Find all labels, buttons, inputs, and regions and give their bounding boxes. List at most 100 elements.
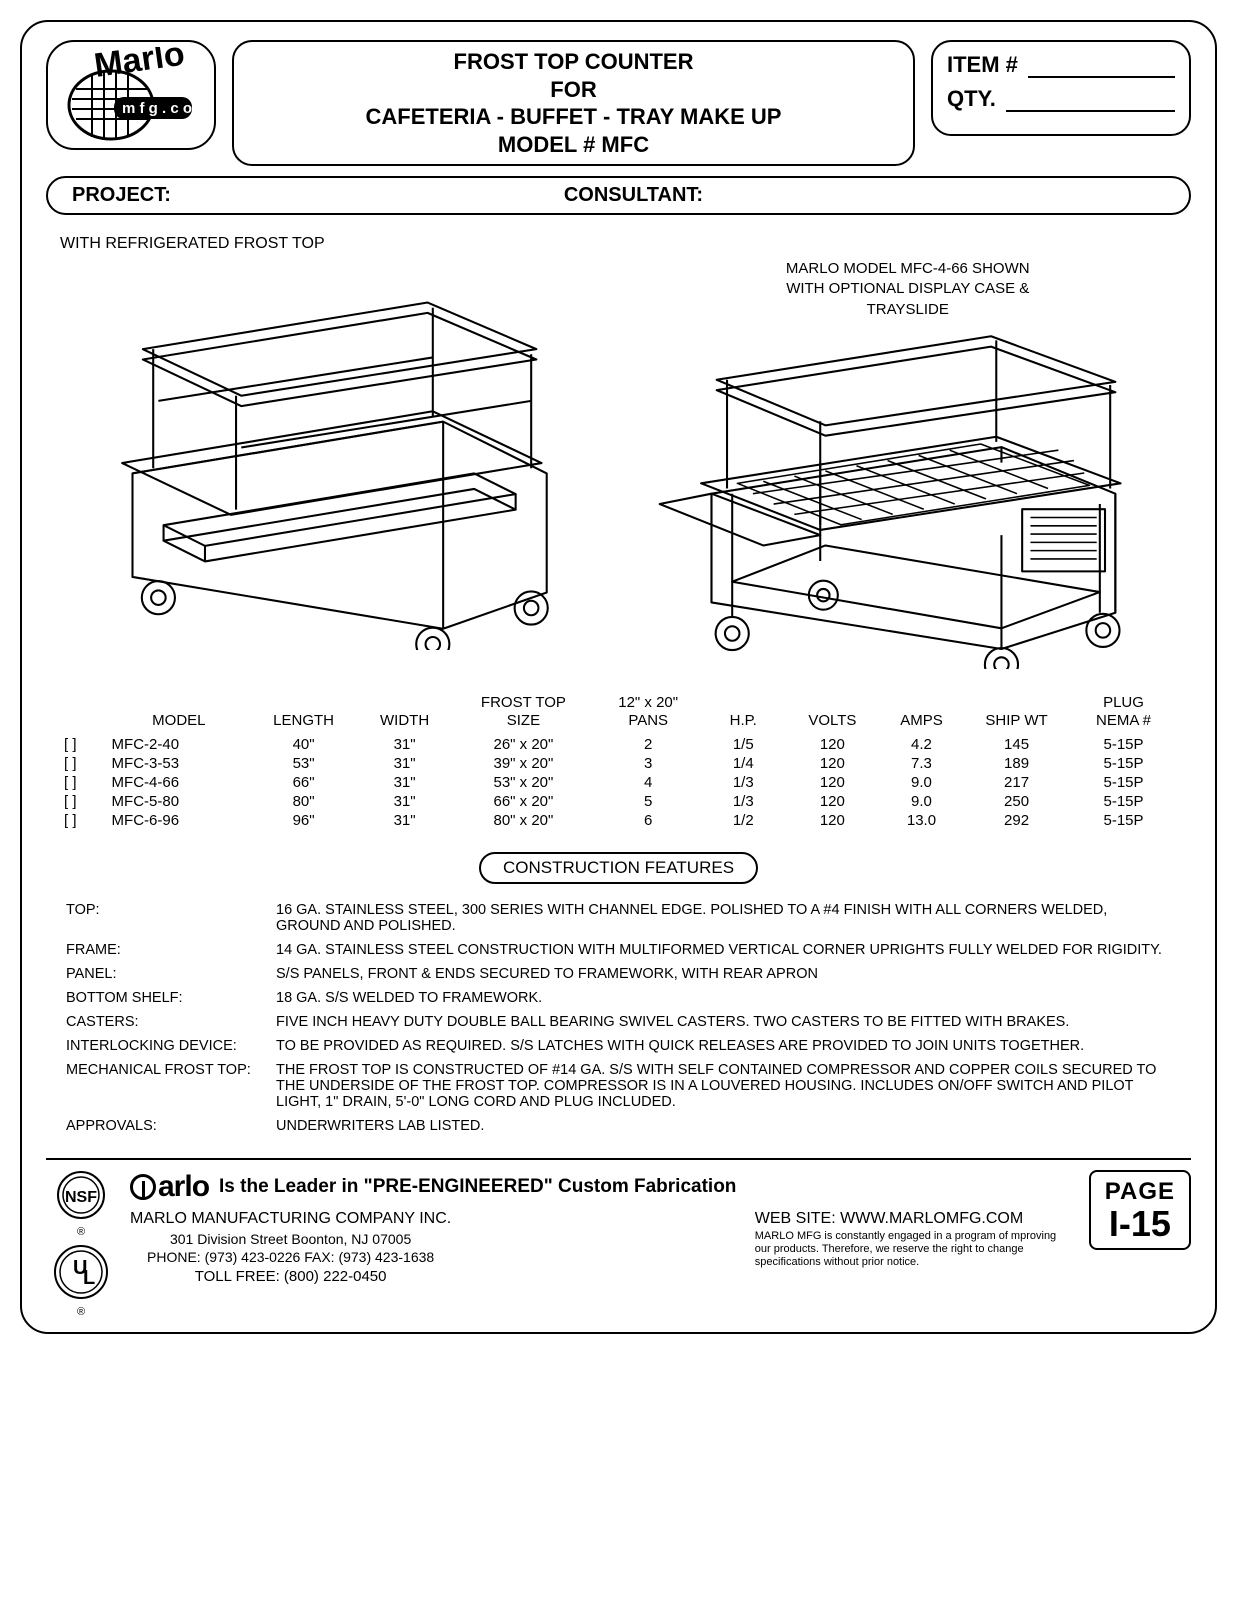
table-row: [ ]MFC-4-6666"31"53" x 20"41/31209.02175… — [60, 773, 1177, 792]
cell-amps: 4.2 — [880, 735, 963, 754]
cell-volts: 120 — [785, 811, 880, 830]
row-checkbox[interactable]: [ ] — [60, 754, 108, 773]
cell-model: MFC-4-66 — [108, 773, 251, 792]
qty-blank[interactable] — [1006, 88, 1175, 112]
spec-table: MODEL LENGTH WIDTH FROST TOP SIZE 12" x … — [60, 692, 1177, 830]
company-tollfree: TOLL FREE: (800) 222-0450 — [130, 1267, 451, 1287]
th-amps: AMPS — [880, 692, 963, 735]
cf-label: FRAME: — [60, 938, 270, 962]
cf-text: TO BE PROVIDED AS REQUIRED. S/S LATCHES … — [270, 1034, 1177, 1058]
cf-label: BOTTOM SHELF: — [60, 986, 270, 1010]
cf-row: APPROVALS:UNDERWRITERS LAB LISTED. — [60, 1114, 1177, 1138]
footer: NSF ® U L ® arlo Is the Leader in "PRE-E… — [46, 1158, 1191, 1318]
nsf-icon: NSF — [50, 1170, 112, 1220]
qty-label: QTY. — [947, 86, 996, 112]
construction-features-table: TOP:16 GA. STAINLESS STEEL, 300 SERIES W… — [60, 898, 1177, 1138]
cell-frost-top: 26" x 20" — [452, 735, 595, 754]
cf-text: S/S PANELS, FRONT & ENDS SECURED TO FRAM… — [270, 962, 1177, 986]
cell-amps: 7.3 — [880, 754, 963, 773]
cell-width: 31" — [357, 792, 452, 811]
company-website: WEB SITE: WWW.MARLOMFG.COM — [755, 1208, 1075, 1230]
cell-hp: 1/3 — [702, 792, 785, 811]
company-phone: PHONE: (973) 423-0226 FAX: (973) 423-163… — [130, 1248, 451, 1267]
title-line-3: CAFETERIA - BUFFET - TRAY MAKE UP — [248, 103, 899, 131]
cell-hp: 1/5 — [702, 735, 785, 754]
cell-length: 40" — [250, 735, 357, 754]
consultant-label: CONSULTANT: — [564, 184, 703, 207]
cell-frost-top: 80" x 20" — [452, 811, 595, 830]
cf-label: PANEL: — [60, 962, 270, 986]
subheading: WITH REFRIGERATED FROST TOP — [60, 235, 1177, 253]
cf-text: 16 GA. STAINLESS STEEL, 300 SERIES WITH … — [270, 898, 1177, 938]
cell-volts: 120 — [785, 773, 880, 792]
title-line-4: MODEL # MFC — [248, 131, 899, 159]
cf-text: 14 GA. STAINLESS STEEL CONSTRUCTION WITH… — [270, 938, 1177, 962]
cell-length: 66" — [250, 773, 357, 792]
row-checkbox[interactable]: [ ] — [60, 735, 108, 754]
cell-plug: 5-15P — [1070, 811, 1177, 830]
cell-model: MFC-6-96 — [108, 811, 251, 830]
cf-row: TOP:16 GA. STAINLESS STEEL, 300 SERIES W… — [60, 898, 1177, 938]
cell-shipwt: 189 — [963, 754, 1070, 773]
product-drawing-back — [639, 328, 1178, 670]
th-width: WIDTH — [357, 692, 452, 735]
cell-plug: 5-15P — [1070, 754, 1177, 773]
marlo-wordmark-icon: arlo — [130, 1170, 209, 1204]
th-frost-top: FROST TOP SIZE — [452, 692, 595, 735]
cell-pans: 3 — [595, 754, 702, 773]
title-line-2: FOR — [248, 76, 899, 104]
project-consultant-row: PROJECT: CONSULTANT: — [46, 176, 1191, 215]
cell-width: 31" — [357, 735, 452, 754]
cf-label: APPROVALS: — [60, 1114, 270, 1138]
marlo-logo-icon: Marlo m f g . c o . — [56, 47, 206, 143]
svg-text:m f g . c o .: m f g . c o . — [122, 100, 200, 117]
cf-row: INTERLOCKING DEVICE:TO BE PROVIDED AS RE… — [60, 1034, 1177, 1058]
cf-row: PANEL:S/S PANELS, FRONT & ENDS SECURED T… — [60, 962, 1177, 986]
row-checkbox[interactable]: [ ] — [60, 773, 108, 792]
table-row: [ ]MFC-6-9696"31"80" x 20"61/212013.0292… — [60, 811, 1177, 830]
product-drawing-front — [60, 287, 599, 649]
company-address: 301 Division Street Boonton, NJ 07005 — [130, 1230, 451, 1249]
cell-model: MFC-2-40 — [108, 735, 251, 754]
cell-hp: 1/4 — [702, 754, 785, 773]
construction-features-heading: CONSTRUCTION FEATURES — [479, 852, 758, 884]
cf-label: TOP: — [60, 898, 270, 938]
cell-pans: 4 — [595, 773, 702, 792]
cell-plug: 5-15P — [1070, 792, 1177, 811]
table-row: [ ]MFC-3-5353"31"39" x 20"31/41207.31895… — [60, 754, 1177, 773]
cell-amps: 13.0 — [880, 811, 963, 830]
cell-amps: 9.0 — [880, 792, 963, 811]
cell-amps: 9.0 — [880, 773, 963, 792]
page-number: I-15 — [1105, 1206, 1175, 1242]
cf-row: BOTTOM SHELF:18 GA. S/S WELDED TO FRAMEW… — [60, 986, 1177, 1010]
project-label: PROJECT: — [72, 184, 564, 207]
row-checkbox[interactable]: [ ] — [60, 792, 108, 811]
cf-label: MECHANICAL FROST TOP: — [60, 1058, 270, 1114]
figure-row: . — [60, 259, 1177, 674]
page-box: PAGE I-15 — [1089, 1170, 1191, 1250]
cell-plug: 5-15P — [1070, 773, 1177, 792]
cell-frost-top: 53" x 20" — [452, 773, 595, 792]
ul-reg: ® — [77, 1306, 85, 1318]
cell-volts: 120 — [785, 792, 880, 811]
cell-volts: 120 — [785, 754, 880, 773]
row-checkbox[interactable]: [ ] — [60, 811, 108, 830]
th-volts: VOLTS — [785, 692, 880, 735]
spec-sheet: Marlo m f g . c o . FROST TOP COUNTER FO… — [20, 20, 1217, 1334]
page-label: PAGE — [1105, 1178, 1175, 1206]
item-number-label: ITEM # — [947, 52, 1018, 78]
th-length: LENGTH — [250, 692, 357, 735]
cell-model: MFC-5-80 — [108, 792, 251, 811]
item-number-blank[interactable] — [1028, 54, 1175, 78]
cf-text: UNDERWRITERS LAB LISTED. — [270, 1114, 1177, 1138]
cell-length: 53" — [250, 754, 357, 773]
cell-hp: 1/2 — [702, 811, 785, 830]
cell-shipwt: 250 — [963, 792, 1070, 811]
cell-length: 80" — [250, 792, 357, 811]
ul-icon: U L — [53, 1244, 109, 1300]
cell-length: 96" — [250, 811, 357, 830]
figure-caption: MARLO MODEL MFC-4-66 SHOWN WITH OPTIONAL… — [639, 259, 1178, 320]
cell-width: 31" — [357, 754, 452, 773]
table-row: [ ]MFC-2-4040"31"26" x 20"21/51204.21455… — [60, 735, 1177, 754]
cf-label: CASTERS: — [60, 1010, 270, 1034]
